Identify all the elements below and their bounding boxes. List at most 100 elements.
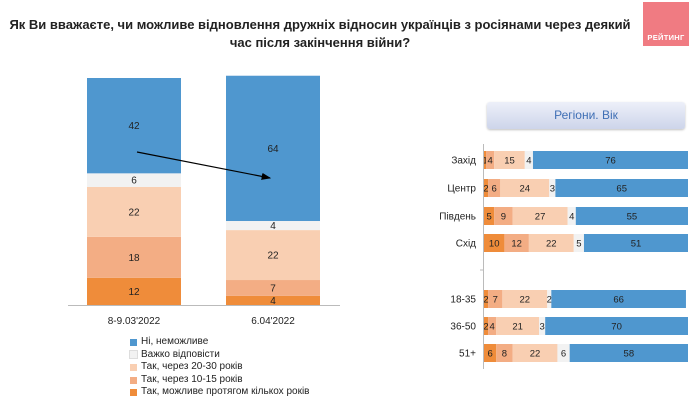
hbar-label-impossible-2: 55: [627, 212, 638, 223]
legend-item-hard-to-say: Важко відповісти: [129, 349, 309, 362]
bar-few_years-0: [87, 277, 181, 305]
hbar-impossible-5: [545, 317, 688, 335]
row-label-2: Південь: [439, 212, 476, 223]
hbar-hard_to_say-4: [547, 290, 552, 308]
hbar-hard_to_say-6: [557, 344, 570, 362]
hbar-years_10_15-1: [488, 179, 501, 197]
legend-swatch-impossible: [130, 338, 137, 346]
hbar-label-years_10_15-0: 4: [487, 156, 492, 167]
bar-label-impossible-0: 42: [128, 121, 140, 132]
hbar-label-years_20_30-3: 22: [546, 239, 557, 250]
hbar-label-impossible-0: 76: [605, 156, 616, 167]
hbar-label-years_20_30-2: 27: [535, 212, 546, 223]
legend-label-few-years: Так, можливе протягом кількох років: [141, 386, 310, 398]
hbar-impossible-3: [583, 234, 688, 252]
legend-swatch-hard-to-say: [129, 350, 138, 360]
hbar-impossible-4: [551, 290, 686, 308]
hbar-years_10_15-2: [494, 207, 513, 225]
hbar-label-hard_to_say-2: 4: [569, 212, 574, 223]
hbar-label-years_20_30-5: 21: [512, 322, 523, 333]
hbar-years_10_15-5: [488, 317, 497, 335]
row-label-0: Захід: [451, 156, 476, 167]
hbar-years_10_15-0: [486, 151, 495, 169]
legend: Ні, неможливе Важко відповісти Так, чере…: [129, 336, 309, 399]
hbar-label-few_years-6: 6: [487, 349, 492, 360]
hbar-hard_to_say-5: [539, 317, 546, 335]
hbar-hard_to_say-0: [524, 151, 533, 169]
bar-impossible-1: [226, 75, 320, 222]
hbar-label-years_10_15-5: 4: [490, 322, 495, 333]
bar-label-hard_to_say-1: 4: [270, 221, 276, 232]
hbar-few_years-1: [484, 179, 489, 197]
vertical-stacked-chart: 12 18 22 6 42 8-9.03'2022 4 7 22 4 64 6.04'2022: [68, 75, 340, 327]
bar-hard_to_say-0: [87, 173, 181, 187]
hbar-label-years_20_30-4: 22: [520, 295, 531, 306]
hbar-label-few_years-5: 2: [483, 322, 488, 333]
regions-age-header: Регіони. Вік: [487, 102, 685, 129]
bar-few_years-1: [226, 295, 320, 305]
bar-label-years_10_15-0: 18: [128, 253, 140, 264]
hbar-label-hard_to_say-3: 5: [576, 239, 581, 250]
legend-swatch-years-20-30: [130, 363, 137, 371]
hbar-label-hard_to_say-1: 3: [550, 184, 555, 195]
hbar-label-hard_to_say-4: 2: [547, 295, 552, 306]
hbar-years_20_30-0: [494, 151, 525, 169]
legend-item-few-years: Так, можливе протягом кількох років: [130, 386, 309, 399]
hbar-label-years_20_30-0: 15: [504, 156, 515, 167]
bar-label-years_10_15-1: 7: [270, 283, 276, 294]
hbar-years_20_30-5: [496, 317, 540, 335]
row-label-1: Центр: [447, 184, 476, 195]
bar-label-few_years-1: 4: [270, 296, 276, 307]
hbar-years_20_30-2: [512, 207, 568, 225]
hbar-few_years-5: [484, 317, 489, 335]
legend-item-impossible: Ні, неможливе: [130, 336, 309, 349]
hbar-label-hard_to_say-6: 6: [561, 349, 566, 360]
chart-title: Як Ви вважаєте, чи можливе відновлення д…: [9, 17, 631, 50]
hbar-hard_to_say-1: [549, 179, 556, 197]
row-label-3: Схід: [456, 239, 476, 250]
logo-text: РЕЙТИНГ: [647, 33, 685, 42]
row-label-5: 36-50: [450, 322, 476, 333]
hbar-label-few_years-3: 10: [489, 239, 500, 250]
category-label-0: 8-9.03'2022: [108, 316, 161, 327]
hbar-hard_to_say-3: [573, 234, 584, 252]
hbar-label-hard_to_say-5: 3: [539, 322, 544, 333]
hbar-label-hard_to_say-0: 4: [526, 156, 531, 167]
row-label-4: 18-35: [450, 295, 476, 306]
legend-item-years-20-30: Так, через 20-30 років: [130, 361, 309, 374]
legend-item-years-10-15: Так, через 10-15 років: [130, 374, 309, 387]
hbar-label-years_10_15-6: 8: [502, 349, 507, 360]
legend-label-impossible: Ні, неможливе: [141, 336, 209, 347]
hbar-years_20_30-6: [512, 344, 558, 362]
legend-swatch-few-years: [130, 389, 137, 397]
hbar-few_years-6: [484, 344, 497, 362]
bar-label-years_20_30-1: 22: [267, 251, 279, 262]
hbar-label-few_years-4: 2: [483, 295, 488, 306]
bar-label-hard_to_say-0: 6: [131, 176, 137, 187]
rating-logo: РЕЙТИНГ: [643, 2, 689, 46]
hbar-years_10_15-3: [504, 234, 529, 252]
bar-label-years_20_30-0: 22: [128, 207, 140, 218]
bar-label-impossible-1: 64: [267, 144, 279, 155]
hbar-years_20_30-3: [528, 234, 574, 252]
hbar-few_years-3: [484, 234, 505, 252]
hbar-label-few_years-1: 2: [483, 184, 488, 195]
hbar-label-years_10_15-4: 7: [493, 295, 498, 306]
hbar-label-years_10_15-1: 6: [492, 184, 497, 195]
bar-hard_to_say-1: [226, 221, 320, 231]
hbar-label-impossible-1: 65: [616, 184, 627, 195]
bar-label-few_years-0: 12: [128, 287, 140, 298]
hbar-years_10_15-4: [488, 290, 503, 308]
hbar-years_10_15-6: [496, 344, 513, 362]
hbar-impossible-2: [575, 207, 688, 225]
hbar-label-impossible-6: 58: [624, 349, 635, 360]
hbar-hard_to_say-2: [567, 207, 576, 225]
legend-label-years-20-30: Так, через 20-30 років: [141, 361, 243, 373]
hbar-label-impossible-4: 66: [613, 295, 624, 306]
hbar-few_years-0: [484, 151, 487, 169]
hbar-impossible-1: [555, 179, 688, 197]
bar-years_20_30-0: [87, 186, 181, 237]
bar-years_20_30-1: [226, 230, 320, 281]
